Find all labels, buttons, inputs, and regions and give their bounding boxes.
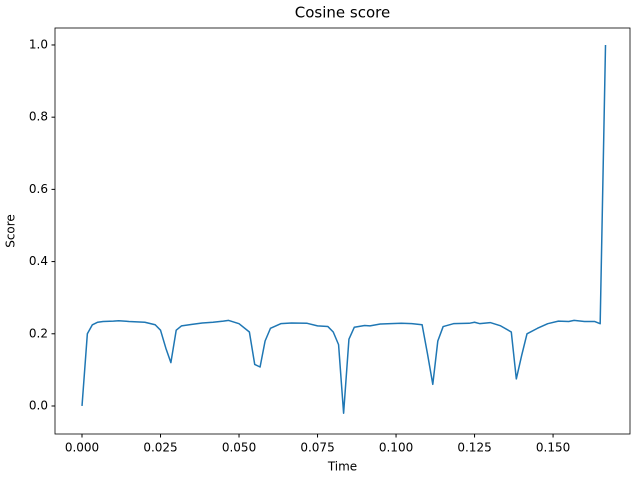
y-tick-label: 0.8 (29, 110, 48, 124)
line-series (81, 44, 607, 414)
x-axis-label: Time (327, 460, 357, 474)
x-tick-label: 0.150 (536, 441, 570, 455)
plot-frame (54, 27, 631, 435)
chart-title: Cosine score (295, 4, 390, 22)
y-tick-label: 0.4 (29, 254, 48, 268)
x-tick-label: 0.025 (143, 441, 177, 455)
y-axis-label: Score (4, 214, 18, 248)
y-tick-label: 0.2 (29, 326, 48, 340)
x-tick-label: 0.075 (300, 441, 334, 455)
x-tick-label: 0.125 (457, 441, 491, 455)
y-tick-label: 0.6 (29, 182, 48, 196)
x-tick-label: 0.000 (65, 441, 99, 455)
y-tick-label: 1.0 (29, 37, 48, 51)
x-tick-label: 0.050 (222, 441, 256, 455)
y-tick-label: 0.0 (29, 398, 48, 412)
x-tick-label: 0.100 (379, 441, 413, 455)
